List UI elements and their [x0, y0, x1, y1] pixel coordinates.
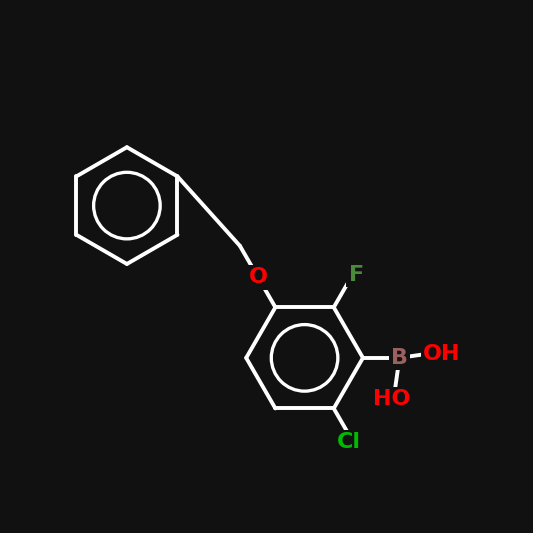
- Text: HO: HO: [373, 390, 410, 409]
- Text: B: B: [391, 348, 408, 368]
- Text: F: F: [349, 265, 364, 285]
- Text: Cl: Cl: [337, 432, 361, 452]
- Text: O: O: [248, 268, 268, 287]
- Text: OH: OH: [423, 344, 461, 364]
